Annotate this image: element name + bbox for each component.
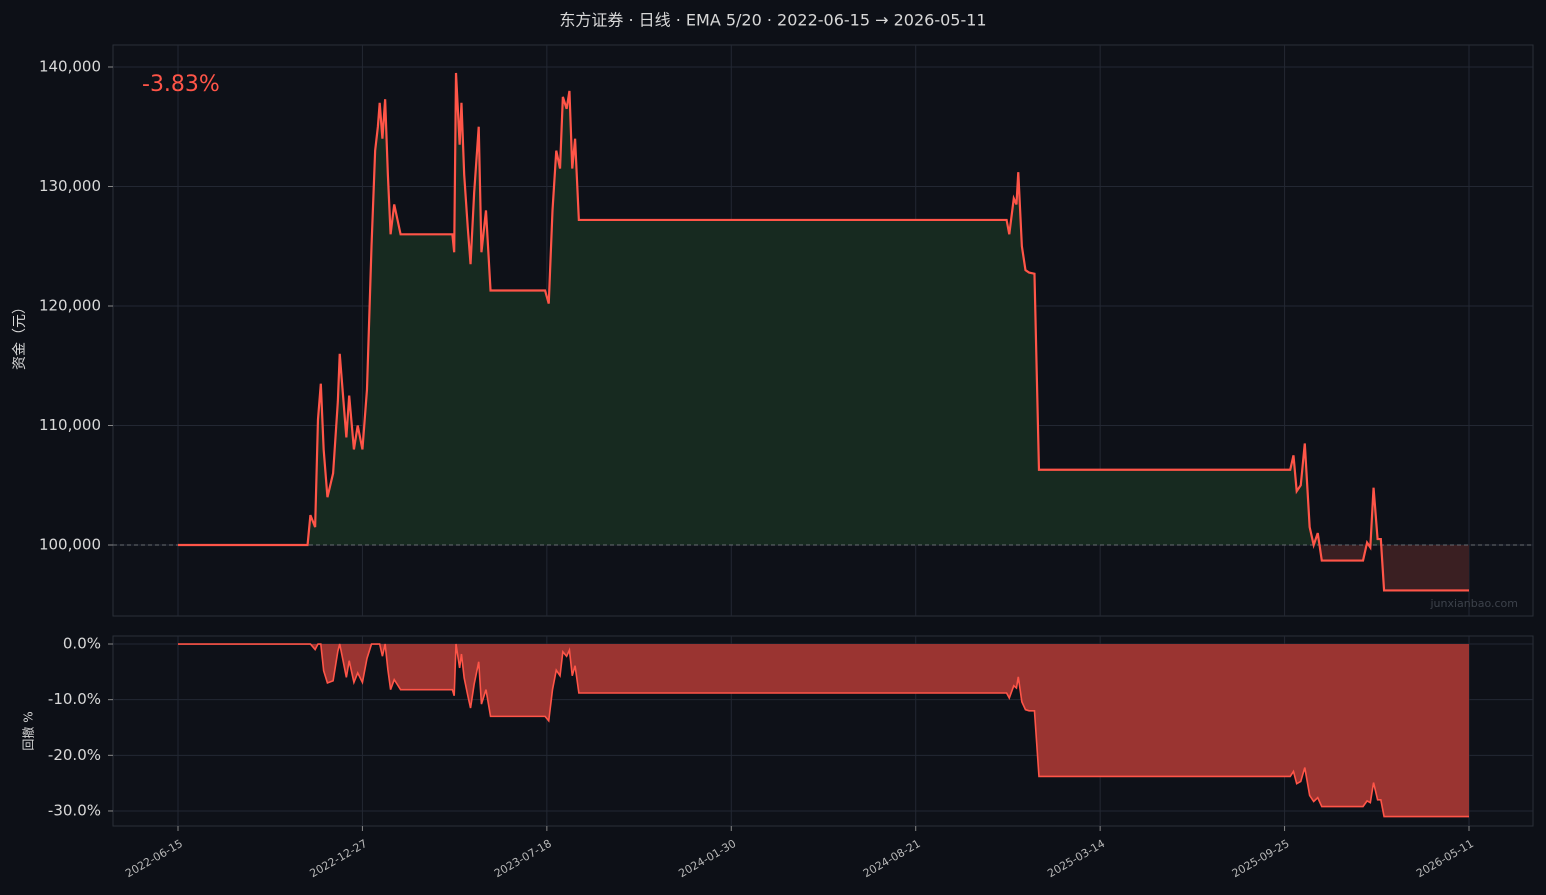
area-above (307, 72, 1382, 545)
y-tick-label: -30.0% (48, 801, 101, 819)
y-tick-label: -10.0% (48, 690, 101, 708)
watermark: junxianbao.com (1429, 597, 1518, 610)
drawdown-area (178, 644, 1469, 817)
y-tick-label: 110,000 (39, 416, 101, 434)
chart-title: 东方证券 · 日线 · EMA 5/20 · 2022-06-15 → 2026… (559, 11, 986, 30)
y-tick-label: 140,000 (39, 57, 101, 75)
y-tick-label: 120,000 (39, 297, 101, 315)
y-tick-label: -20.0% (48, 746, 101, 764)
equity-line (178, 72, 1469, 592)
y-tick-label: 0.0% (63, 635, 101, 653)
y-tick-label: 130,000 (39, 177, 101, 195)
annotation: -3.83% (142, 72, 220, 97)
drawdown-line (178, 643, 1469, 818)
area-below (178, 545, 1469, 591)
y-axis-label: 回撤 % (21, 711, 36, 750)
y-tick-label: 100,000 (39, 536, 101, 554)
y-axis-label: 资金（元） (12, 300, 28, 370)
